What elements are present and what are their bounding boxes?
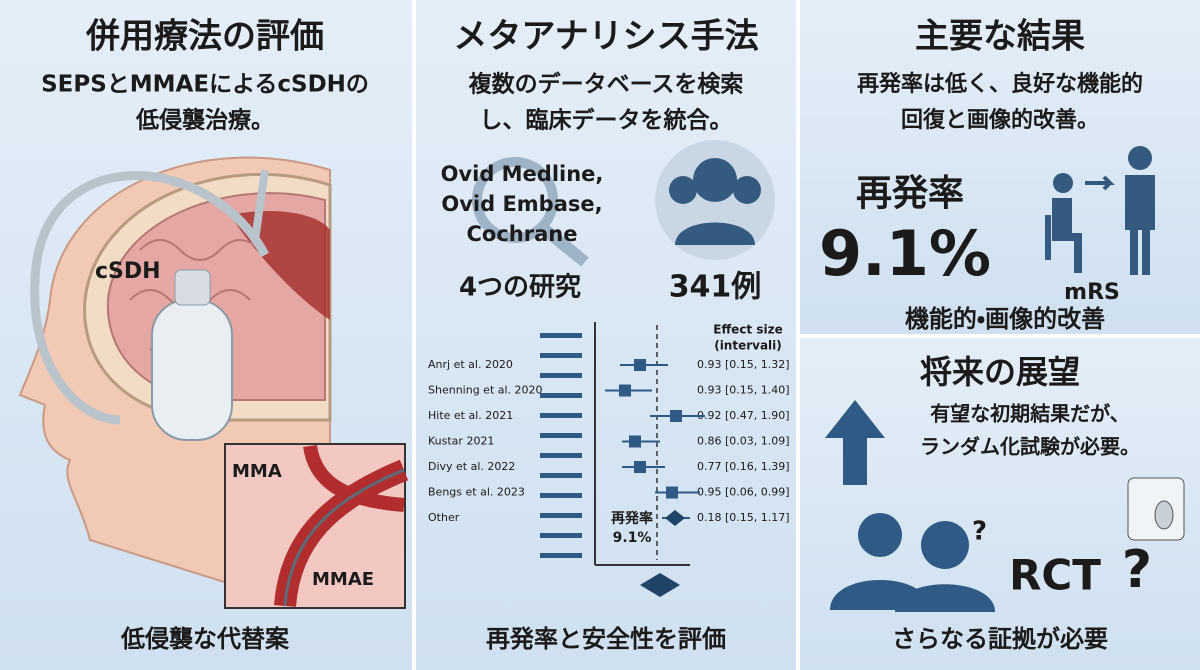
- effect-label: 0.92 [0.47, 1.90]: [697, 409, 790, 422]
- magnifier: [539, 223, 589, 267]
- studies: 4つの研究: [459, 273, 581, 303]
- effect-label: 0.93 [0.15, 1.40]: [697, 384, 790, 397]
- forest-header: (intervali): [714, 339, 782, 353]
- decor-bars: [540, 333, 582, 558]
- decor-bar: [540, 333, 582, 338]
- effect-label: 0.18 [0.15, 1.17]: [697, 511, 790, 524]
- effect-label: 0.77 [0.16, 1.39]: [697, 460, 790, 473]
- subtitle: 再発率は低く、良好な機能的: [857, 71, 1143, 97]
- label: MMA: [232, 461, 282, 482]
- pooled-diamond: [640, 573, 680, 597]
- shape: [669, 176, 697, 204]
- catheter: [283, 468, 405, 607]
- label: MMAE: [312, 569, 374, 590]
- study-label: Anrj et al. 2020: [428, 358, 513, 371]
- study-label: Divy et al. 2022: [428, 460, 515, 473]
- subtitle: 回復と画像的改善。: [901, 107, 1099, 133]
- question-mark: ?: [972, 517, 987, 547]
- person-icon: [895, 584, 995, 612]
- subtitle: ランダム化試験が必要。: [920, 435, 1140, 459]
- study-label: Other: [428, 511, 460, 524]
- label: cSDH: [95, 259, 161, 284]
- up-arrow: [825, 400, 885, 485]
- scale: mRS: [1064, 280, 1120, 305]
- subtitle: 低侵襲治療。: [135, 107, 274, 134]
- decor-bar: [540, 513, 582, 518]
- effect-label: 0.86 [0.03, 1.09]: [697, 435, 790, 448]
- decor-bar: [540, 393, 582, 398]
- title: 主要な結果: [915, 17, 1085, 57]
- tube: [251, 169, 269, 241]
- person-icon: [1053, 173, 1073, 193]
- person-icon: [1128, 146, 1152, 170]
- person-icon: [1045, 198, 1082, 273]
- shape: [733, 176, 761, 204]
- database: Ovid Medline,: [441, 162, 604, 186]
- people-icon: [675, 222, 755, 245]
- pooled-label: 再発率: [611, 510, 653, 527]
- patients: 341例: [669, 270, 762, 305]
- effect-marker: [634, 359, 646, 371]
- study-label: Kustar 2021: [428, 435, 494, 448]
- bag-cap: [174, 269, 211, 306]
- effect-label: 0.95 [0.06, 0.99]: [697, 486, 790, 499]
- metric-label: 再発率: [856, 173, 964, 214]
- tube: [30, 171, 269, 425]
- effect-marker: [619, 384, 631, 397]
- title: メタアナリシス手法: [453, 17, 758, 57]
- database: Cochrane: [467, 222, 578, 246]
- decor-bar: [540, 473, 582, 478]
- effect-marker: [634, 461, 646, 473]
- magnifier: [472, 157, 558, 243]
- effect-marker: [629, 435, 641, 448]
- pooled-label: 9.1%: [613, 530, 652, 546]
- person-icon: [1125, 175, 1155, 275]
- metric-value: 9.1%: [819, 217, 991, 290]
- decor-bar: [540, 553, 582, 558]
- person-icon: [858, 513, 902, 557]
- study-label: Shenning et al. 2020: [428, 384, 543, 397]
- footer: さらなる証拠が必要: [892, 625, 1108, 653]
- person-icon: [921, 521, 969, 569]
- decor-bar: [540, 453, 582, 458]
- decor-bar: [540, 353, 582, 358]
- title: 将来の展望: [920, 353, 1080, 391]
- effect-label: 0.93 [0.15, 1.32]: [697, 358, 790, 371]
- database: Ovid Embase,: [441, 192, 602, 216]
- rct: RCT: [1009, 551, 1101, 600]
- subtitle: し、臨床データを統合。: [480, 107, 733, 134]
- footer: 再発率と安全性を評価: [486, 625, 726, 653]
- decor-bar: [540, 413, 582, 418]
- decor-bar: [540, 373, 582, 378]
- title: 併用療法の評価: [85, 17, 324, 57]
- caption: 機能的・画像的改善: [905, 305, 1105, 333]
- study-label: Bengs et al. 2023: [428, 486, 525, 499]
- shape: [1154, 500, 1174, 530]
- study-label: Hite et al. 2021: [428, 409, 513, 422]
- decor-bar: [540, 493, 582, 498]
- people-icon: [693, 158, 737, 202]
- effect-diamond: [665, 510, 685, 526]
- panel-middle: [416, 0, 796, 670]
- decor-bar: [540, 433, 582, 438]
- footer: 低侵襲な代替案: [120, 625, 290, 653]
- decor-bar: [540, 533, 582, 538]
- effect-marker: [666, 486, 678, 499]
- shape: Anrj et al. 2020 0.93 [0.15, 1.32] Shennin…: [428, 358, 790, 526]
- artery: [303, 444, 405, 512]
- subtitle: 有望な初期結果だが、: [930, 402, 1130, 426]
- drain-bag: [151, 299, 233, 441]
- forest-header: Effect size: [713, 323, 782, 337]
- question-mark: ?: [1122, 540, 1152, 600]
- subtitle: SEPSとMMAEによるcSDHの: [41, 72, 369, 98]
- effect-marker: [670, 410, 682, 422]
- subtitle: 複数のデータベースを検索: [469, 71, 744, 98]
- arrow: [1085, 175, 1115, 191]
